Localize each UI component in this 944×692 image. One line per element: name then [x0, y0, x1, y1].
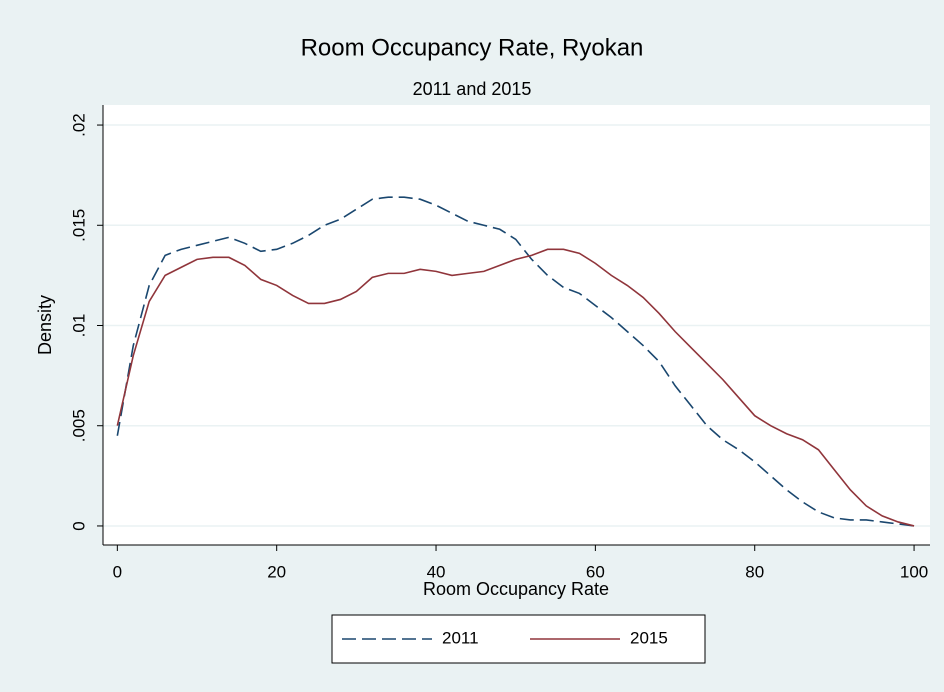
y-tick-label: .015	[69, 209, 88, 242]
x-tick-label: 80	[745, 562, 764, 581]
x-tick-label: 60	[586, 562, 605, 581]
y-tick-label: .02	[69, 113, 88, 137]
x-tick-label: 0	[113, 562, 122, 581]
x-axis-title: Room Occupancy Rate	[423, 579, 609, 599]
data-line	[116, 196, 915, 527]
chart-title: Room Occupancy Rate, Ryokan	[301, 34, 644, 61]
data-line	[116, 248, 915, 527]
chart-subtitle: 2011 and 2015	[413, 79, 532, 99]
y-tick-label: .005	[69, 409, 88, 442]
y-tick-label: 0	[69, 521, 88, 530]
legend-label: 2015	[630, 628, 668, 647]
y-axis-title: Density	[35, 295, 55, 355]
x-tick-label: 100	[900, 562, 928, 581]
x-tick-label: 20	[267, 562, 286, 581]
y-tick-label: .01	[69, 314, 88, 338]
x-tick-label: 40	[427, 562, 446, 581]
legend-label: 2011	[442, 628, 479, 647]
